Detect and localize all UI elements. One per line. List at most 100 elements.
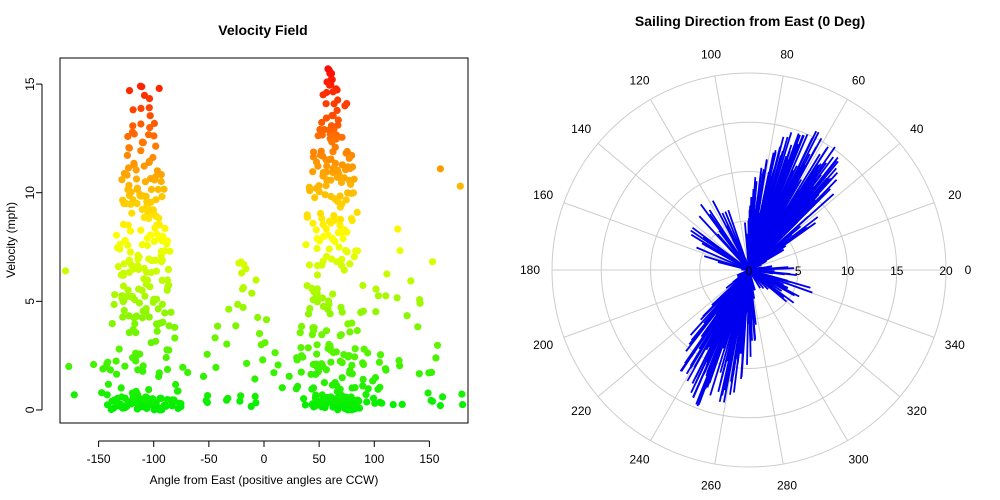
scatter-point <box>331 195 339 203</box>
scatter-point <box>134 366 142 374</box>
scatter-point <box>309 168 317 176</box>
scatter-point <box>364 385 372 393</box>
scatter-point <box>169 396 177 404</box>
scatter-point <box>393 294 401 302</box>
scatter-point <box>143 395 151 403</box>
scatter-point <box>307 370 315 378</box>
polar-radial-label: 15 <box>890 264 904 278</box>
scatter-point <box>433 341 442 349</box>
scatter-point <box>135 285 143 293</box>
scatter-point <box>309 148 318 156</box>
scatter-point <box>325 297 333 305</box>
scatter-point <box>414 323 422 331</box>
scatter-point <box>325 126 333 134</box>
polar-angle-label: 60 <box>852 73 866 87</box>
scatter-x-tick-label: 0 <box>261 452 268 466</box>
polar-spike <box>700 203 750 271</box>
scatter-point <box>329 88 337 96</box>
scatter-point <box>61 267 70 275</box>
polar-spikes <box>679 130 839 407</box>
scatter-point <box>359 382 367 390</box>
scatter-point <box>174 387 182 395</box>
scatter-point <box>336 357 344 365</box>
scatter-point <box>140 91 149 99</box>
polar-angle-label: 40 <box>910 122 924 136</box>
scatter-y-tick-label: 10 <box>23 186 37 200</box>
polar-spike <box>690 229 750 271</box>
scatter-point <box>303 211 311 219</box>
scatter-point <box>313 350 321 358</box>
polar-spike <box>748 269 788 303</box>
scatter-point <box>407 277 415 285</box>
scatter-point <box>238 269 246 277</box>
scatter-point <box>146 112 154 120</box>
scatter-point <box>103 360 111 368</box>
scatter-point <box>203 350 211 358</box>
scatter-point <box>324 65 332 73</box>
scatter-point <box>300 395 308 403</box>
scatter-point <box>211 334 219 342</box>
polar-spike <box>748 224 780 271</box>
scatter-point <box>336 221 344 229</box>
scatter-x-tick-label: 50 <box>312 452 326 466</box>
scatter-point <box>135 253 143 261</box>
polar-spike <box>696 246 750 271</box>
scatter-point <box>128 261 136 269</box>
scatter-point <box>154 305 162 313</box>
polar-spoke <box>597 269 750 398</box>
scatter-x-tick-label: -50 <box>200 452 218 466</box>
polar-spike <box>690 269 750 341</box>
scatter-point <box>333 106 341 114</box>
scatter-point <box>124 221 132 229</box>
scatter-point <box>316 125 324 134</box>
scatter-point <box>348 163 357 171</box>
scatter-point <box>223 396 231 404</box>
scatter-point <box>132 387 140 395</box>
scatter-point <box>117 271 125 279</box>
polar-spike <box>748 152 777 271</box>
scatter-point <box>313 235 321 243</box>
scatter-point <box>238 285 247 293</box>
scatter-point <box>338 133 346 141</box>
scatter-x-label: Angle from East (positive angles are CCW… <box>150 473 379 487</box>
scatter-point <box>110 300 118 309</box>
scatter-point <box>338 391 346 400</box>
scatter-point <box>132 357 140 365</box>
polar-radial-label: 10 <box>841 264 855 278</box>
scatter-point <box>359 375 367 383</box>
scatter-point <box>252 399 260 407</box>
scatter-point <box>331 143 339 151</box>
scatter-point <box>337 178 346 186</box>
scatter-point <box>309 384 318 392</box>
scatter-x-tick-label: 150 <box>419 452 439 466</box>
scatter-point <box>120 306 128 315</box>
scatter-point <box>394 225 402 233</box>
scatter-point <box>125 144 133 152</box>
polar-spoke <box>563 202 750 271</box>
scatter-point <box>65 362 73 371</box>
polar-angle-label: 20 <box>948 188 962 202</box>
scatter-point <box>436 402 444 410</box>
scatter-point <box>337 303 345 311</box>
scatter-point <box>389 401 397 409</box>
scatter-point <box>138 138 146 146</box>
scatter-point <box>338 255 346 263</box>
scatter-point <box>138 314 146 322</box>
scatter-point <box>150 406 158 414</box>
scatter-point <box>318 331 326 339</box>
scatter-point <box>145 158 153 166</box>
scatter-point <box>147 198 155 206</box>
scatter-y-tick-label: 0 <box>23 406 37 413</box>
polar-grid <box>551 72 947 468</box>
scatter-x-tick-label: -100 <box>142 452 166 466</box>
scatter-point <box>353 327 361 335</box>
scatter-point <box>145 131 153 139</box>
scatter-point <box>321 191 329 199</box>
scatter-point <box>168 402 176 410</box>
scatter-point <box>456 182 464 190</box>
scatter-point <box>123 171 131 179</box>
scatter-point <box>161 224 169 233</box>
scatter-point <box>376 351 385 359</box>
scatter-point <box>335 243 343 251</box>
scatter-point <box>129 122 137 130</box>
